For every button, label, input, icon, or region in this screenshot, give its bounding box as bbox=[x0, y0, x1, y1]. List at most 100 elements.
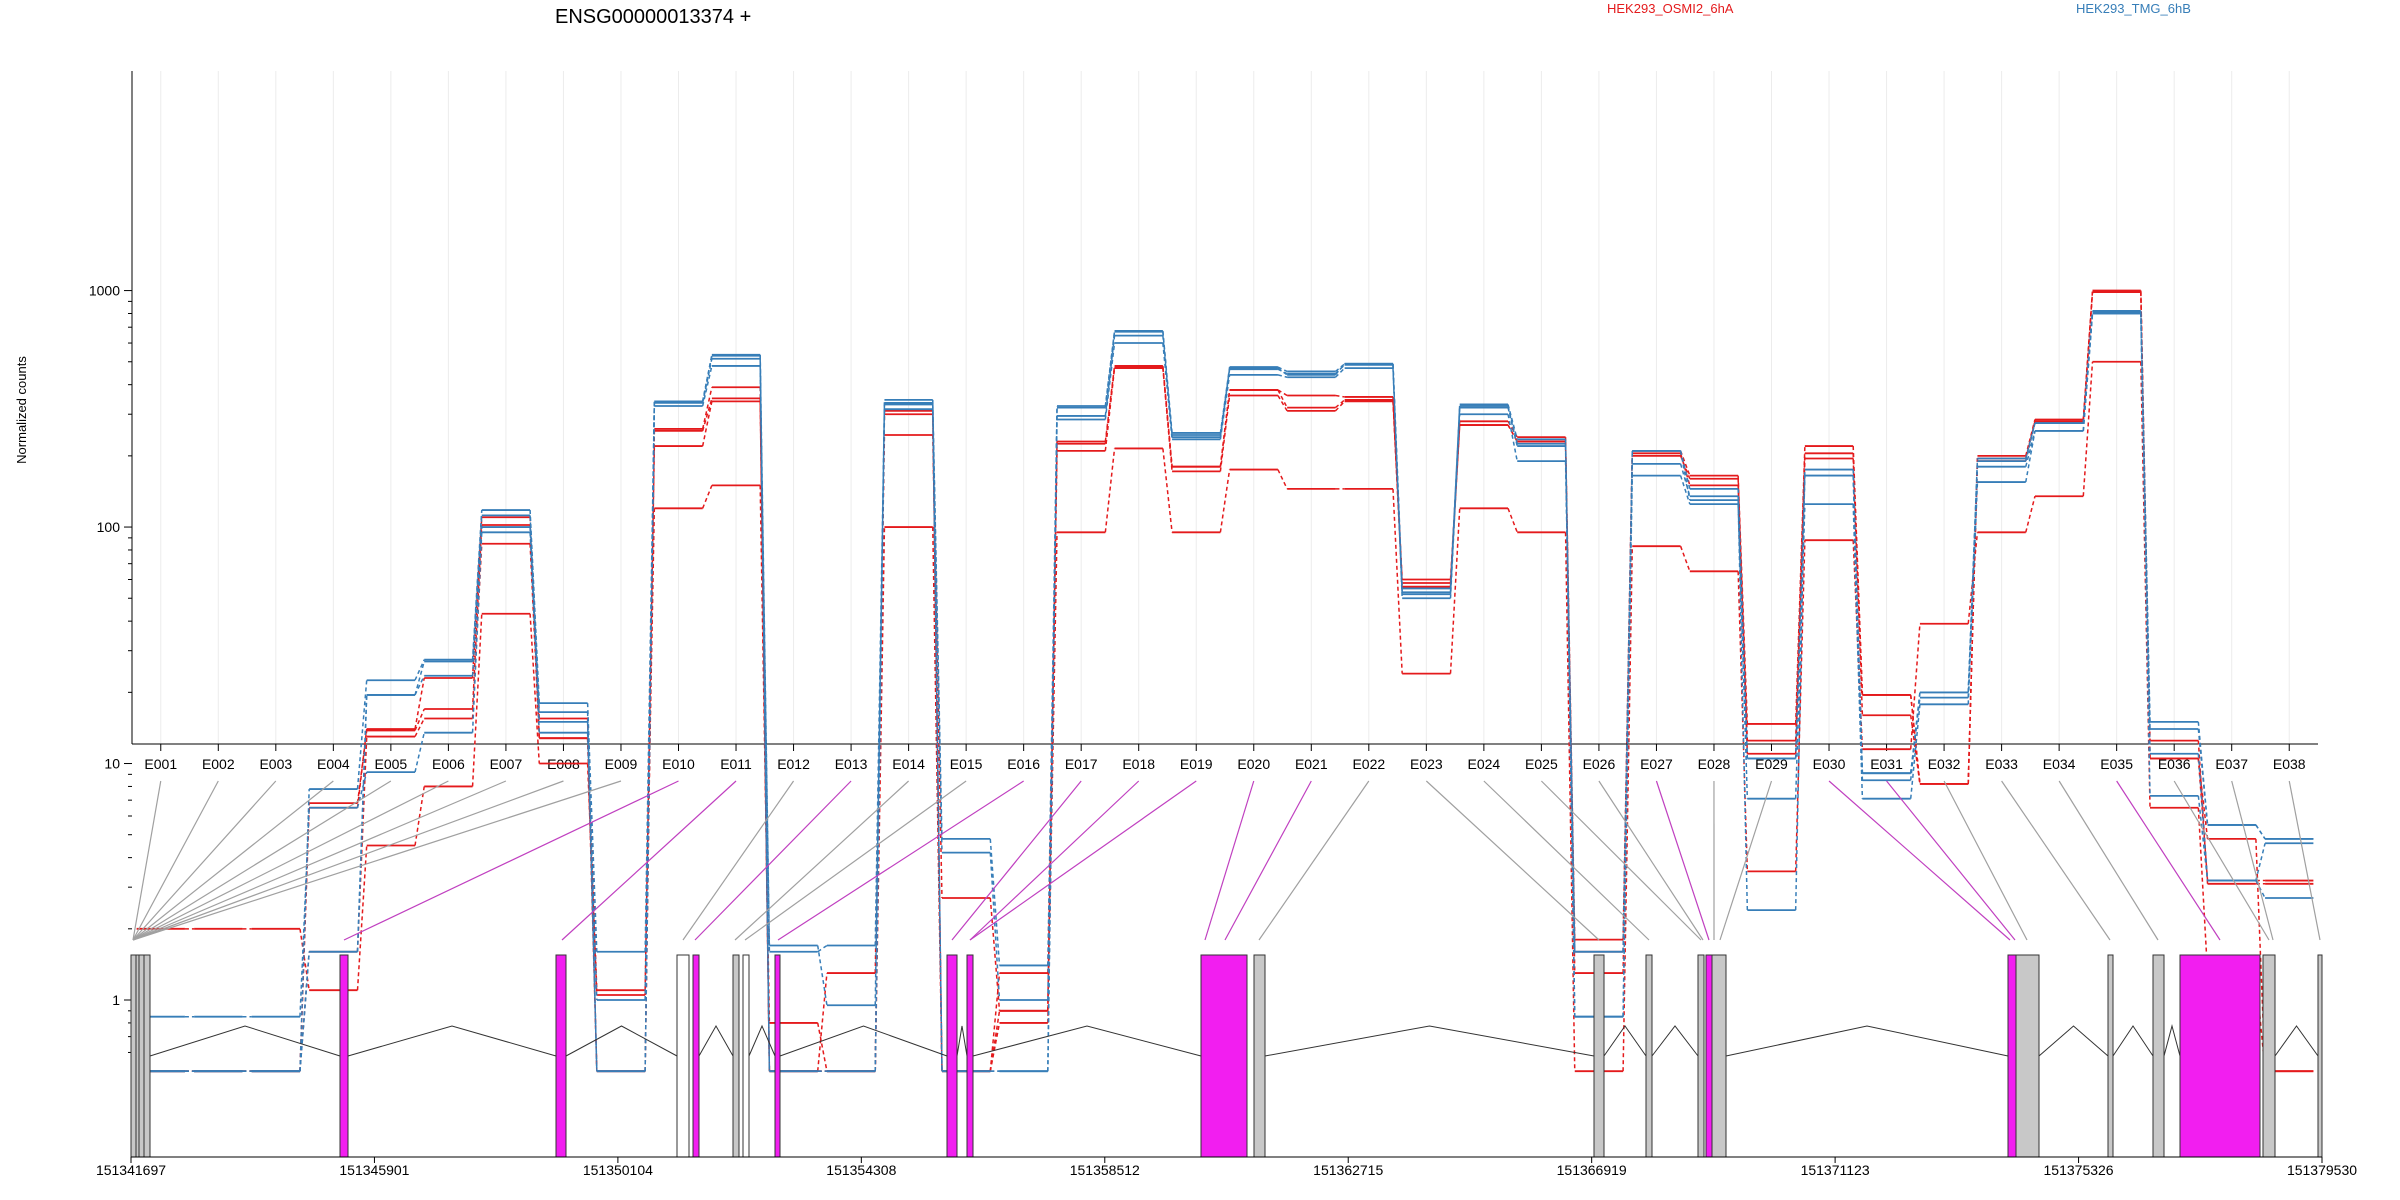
series-transition bbox=[529, 527, 541, 722]
coordinate-label: 151341697 bbox=[96, 1162, 166, 1178]
series-transition bbox=[932, 409, 943, 1072]
intron-line bbox=[1651, 1025, 1699, 1057]
coordinate-label: 151379530 bbox=[2287, 1162, 2357, 1178]
x-tick-label: E007 bbox=[490, 756, 523, 772]
series-transition bbox=[2255, 824, 2266, 840]
gridlines bbox=[160, 71, 2290, 744]
connector-line bbox=[951, 780, 1082, 941]
connector-line bbox=[132, 780, 334, 941]
connector-line bbox=[2058, 780, 2159, 941]
x-tick-label: E034 bbox=[2043, 756, 2076, 772]
series-transition bbox=[1564, 532, 1576, 1072]
exon-block bbox=[1697, 954, 1705, 1158]
x-tick-label: E022 bbox=[1352, 756, 1385, 772]
series-transition bbox=[1277, 395, 1288, 412]
exon-block bbox=[1711, 954, 1727, 1158]
connector-line bbox=[1204, 780, 1255, 941]
genomic-coordinate-axis: 151341697 151345901 151350104 151354308 1513… bbox=[96, 1156, 2357, 1178]
series-transition bbox=[701, 365, 713, 407]
series-transition bbox=[471, 510, 483, 660]
series-transition bbox=[874, 527, 886, 1072]
series-transition bbox=[299, 789, 310, 1072]
series-transition bbox=[529, 543, 541, 739]
series-transition bbox=[1104, 342, 1116, 420]
exon-block bbox=[339, 954, 349, 1158]
series-transition bbox=[1909, 704, 1921, 799]
series-transition bbox=[1334, 364, 1346, 375]
series-transition bbox=[471, 527, 483, 676]
plot-series bbox=[136, 289, 2314, 1073]
legend-entry-tmg: HEK293_TMG_6hB bbox=[2076, 1, 2191, 16]
x-tick-label: E004 bbox=[317, 756, 350, 772]
series-transition bbox=[1449, 508, 1461, 674]
series-transition bbox=[1967, 455, 1979, 784]
gene-model bbox=[130, 954, 2323, 1158]
x-tick-label: E018 bbox=[1122, 756, 1155, 772]
connector-line bbox=[969, 780, 1197, 941]
exon-block bbox=[2007, 954, 2017, 1158]
series-transition bbox=[1047, 532, 1058, 1023]
connector-line bbox=[1943, 780, 2028, 941]
exon-block bbox=[1593, 954, 1605, 1158]
exon-block bbox=[692, 954, 700, 1158]
legend-entry-osmi2: HEK293_OSMI2_6hA bbox=[1607, 1, 1734, 16]
series-transition bbox=[1162, 366, 1173, 467]
connector-line bbox=[2001, 780, 2111, 941]
intron-line bbox=[972, 1025, 1202, 1057]
series-line bbox=[136, 310, 2314, 1073]
coordinate-label: 151354308 bbox=[826, 1162, 896, 1178]
series-transition bbox=[1507, 424, 1518, 442]
connector-line bbox=[132, 780, 392, 941]
series-transition bbox=[989, 838, 1001, 966]
series-transition bbox=[2197, 753, 2209, 881]
series-transition bbox=[414, 732, 425, 773]
series-transition bbox=[989, 852, 1001, 1001]
series-transition bbox=[2197, 795, 2209, 881]
intron-line bbox=[565, 1025, 678, 1057]
intron-line bbox=[1725, 1025, 2009, 1057]
connector-line bbox=[2173, 780, 2270, 941]
series-transition bbox=[2025, 419, 2036, 457]
intron-line bbox=[2038, 1025, 2109, 1057]
x-tick-label: E027 bbox=[1640, 756, 1673, 772]
exon-block bbox=[2107, 954, 2114, 1158]
connector-line bbox=[132, 780, 622, 941]
series-transition bbox=[471, 613, 483, 787]
series-transition bbox=[586, 712, 598, 1072]
x-tick-label: E013 bbox=[835, 756, 868, 772]
series-transition bbox=[1852, 475, 1864, 774]
series-transition bbox=[414, 677, 425, 730]
series-transition bbox=[1219, 368, 1231, 438]
coordinate-label: 151345901 bbox=[339, 1162, 409, 1178]
series-transition bbox=[701, 401, 713, 447]
series-transition bbox=[817, 944, 828, 953]
series-transition bbox=[2082, 361, 2094, 497]
series-transition bbox=[1909, 697, 1921, 774]
chart-title: ENSG00000013374 + bbox=[555, 6, 751, 28]
series-transition bbox=[1794, 540, 1806, 872]
intron-line bbox=[748, 1024, 776, 1057]
series-transition bbox=[759, 354, 771, 946]
series-transition bbox=[1047, 405, 1058, 1072]
series-transition bbox=[1334, 363, 1346, 373]
x-tick-label: E003 bbox=[259, 756, 292, 772]
series-transition bbox=[816, 1022, 828, 1072]
x-tick-label: E009 bbox=[605, 756, 638, 772]
x-tick-label: E019 bbox=[1180, 756, 1213, 772]
exon-block bbox=[2179, 954, 2261, 1158]
series-transition bbox=[1277, 366, 1288, 373]
series-transition bbox=[471, 515, 483, 662]
exon-block bbox=[742, 954, 750, 1158]
exon-block bbox=[676, 954, 690, 1158]
y-axis: 1000 100 10 1 bbox=[89, 71, 133, 1053]
series-transition bbox=[759, 355, 771, 1072]
exon-block bbox=[2317, 954, 2323, 1158]
series-transition bbox=[701, 387, 713, 430]
series-transition bbox=[1277, 374, 1288, 378]
series-transition bbox=[2025, 430, 2036, 467]
connector-line bbox=[132, 780, 449, 941]
connector-line bbox=[132, 780, 219, 941]
series-transition bbox=[2025, 422, 2036, 459]
exon-block bbox=[2262, 954, 2276, 1158]
